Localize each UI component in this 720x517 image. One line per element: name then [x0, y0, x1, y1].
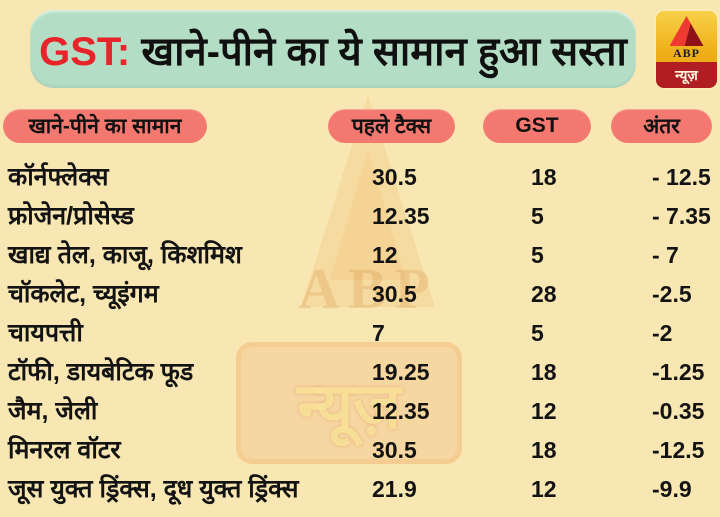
table-row: फ्रोजेन/प्रोसेस्ड 12.35 5 - 7.35	[0, 200, 720, 232]
previous-tax-value: 30.5	[372, 281, 417, 307]
column-header-previous-tax: पहले टैक्स	[328, 109, 455, 143]
item-name: टॉफी, डायबेटिक फूड	[8, 358, 194, 386]
title-rest: खाने-पीने का ये सामान हुआ सस्ता	[130, 29, 627, 74]
gst-value: 12	[531, 398, 557, 424]
title-banner: GST: खाने-पीने का ये सामान हुआ सस्ता	[30, 10, 636, 88]
gst-value: 28	[531, 281, 557, 307]
abp-triangle-icon	[669, 16, 704, 46]
abp-news-logo: ABP न्यूज़	[656, 11, 717, 88]
previous-tax-value: 21.9	[372, 476, 417, 502]
difference-value: -2	[652, 320, 673, 346]
previous-tax-value: 30.5	[372, 437, 417, 463]
table-row: जैम, जेली 12.35 12 -0.35	[0, 395, 720, 427]
table-row: मिनरल वॉटर 30.5 18 -12.5	[0, 434, 720, 466]
item-name: कॉर्नफ्लेक्स	[8, 163, 109, 191]
column-header-difference-label: अंतर	[643, 115, 680, 138]
column-header-difference: अंतर	[611, 109, 712, 143]
previous-tax-value: 7	[372, 320, 385, 346]
previous-tax-value: 12	[372, 242, 398, 268]
table-row: टॉफी, डायबेटिक फूड 19.25 18 -1.25	[0, 356, 720, 388]
table-row: जूस युक्त ड्रिंक्स, दूध युक्त ड्रिंक्स 2…	[0, 473, 720, 505]
table-row: खाद्य तेल, काजू, किशमिश 12 5 - 7	[0, 239, 720, 271]
abp-logo-text: ABP	[673, 46, 700, 60]
table-body: कॉर्नफ्लेक्स 30.5 18 - 12.5 फ्रोजेन/प्रो…	[0, 161, 720, 505]
item-name: जैम, जेली	[8, 397, 98, 425]
previous-tax-value: 19.25	[372, 359, 430, 385]
gst-value: 18	[531, 359, 557, 385]
table-row: कॉर्नफ्लेक्स 30.5 18 - 12.5	[0, 161, 720, 193]
difference-value: -0.35	[652, 398, 705, 424]
table-row: चायपत्ती 7 5 -2	[0, 317, 720, 349]
title-gst-prefix: GST:	[39, 29, 131, 74]
difference-value: - 12.5	[652, 164, 711, 190]
difference-value: -9.9	[652, 476, 692, 502]
column-header-items-label: खाने-पीने का सामान	[28, 115, 182, 138]
abp-logo-news-text: न्यूज़	[675, 67, 698, 83]
previous-tax-value: 30.5	[372, 164, 417, 190]
gst-value: 5	[531, 242, 544, 268]
previous-tax-value: 12.35	[372, 203, 430, 229]
gst-value: 18	[531, 437, 557, 463]
item-name: चायपत्ती	[8, 319, 83, 347]
watermark-abp-text: ABP	[298, 256, 438, 321]
difference-value: -2.5	[652, 281, 692, 307]
watermark-news-band: न्यूज़	[236, 342, 462, 464]
item-name: फ्रोजेन/प्रोसेस्ड	[8, 202, 134, 230]
abp-logo-news-band: न्यूज़	[656, 62, 717, 88]
item-name: चॉकलेट, च्यूइंगम	[8, 280, 159, 308]
difference-value: -12.5	[652, 437, 705, 463]
difference-value: -1.25	[652, 359, 705, 385]
gst-value: 12	[531, 476, 557, 502]
gst-value: 5	[531, 203, 544, 229]
difference-value: - 7.35	[652, 203, 711, 229]
item-name: मिनरल वॉटर	[8, 436, 121, 464]
page-title: GST: खाने-पीने का ये सामान हुआ सस्ता	[39, 22, 627, 77]
column-header-previous-tax-label: पहले टैक्स	[351, 115, 432, 138]
column-header-items: खाने-पीने का सामान	[3, 109, 207, 143]
item-name: खाद्य तेल, काजू, किशमिश	[8, 241, 242, 269]
watermark-triangle-shade-icon	[330, 150, 406, 280]
previous-tax-value: 12.35	[372, 398, 430, 424]
difference-value: - 7	[652, 242, 679, 268]
item-name: जूस युक्त ड्रिंक्स, दूध युक्त ड्रिंक्स	[8, 475, 299, 503]
table-row: चॉकलेट, च्यूइंगम 30.5 28 -2.5	[0, 278, 720, 310]
gst-value: 18	[531, 164, 557, 190]
watermark-news-text: न्यूज़	[297, 369, 401, 442]
gst-value: 5	[531, 320, 544, 346]
column-header-gst-label: GST	[515, 114, 559, 137]
column-header-gst: GST	[483, 109, 591, 143]
